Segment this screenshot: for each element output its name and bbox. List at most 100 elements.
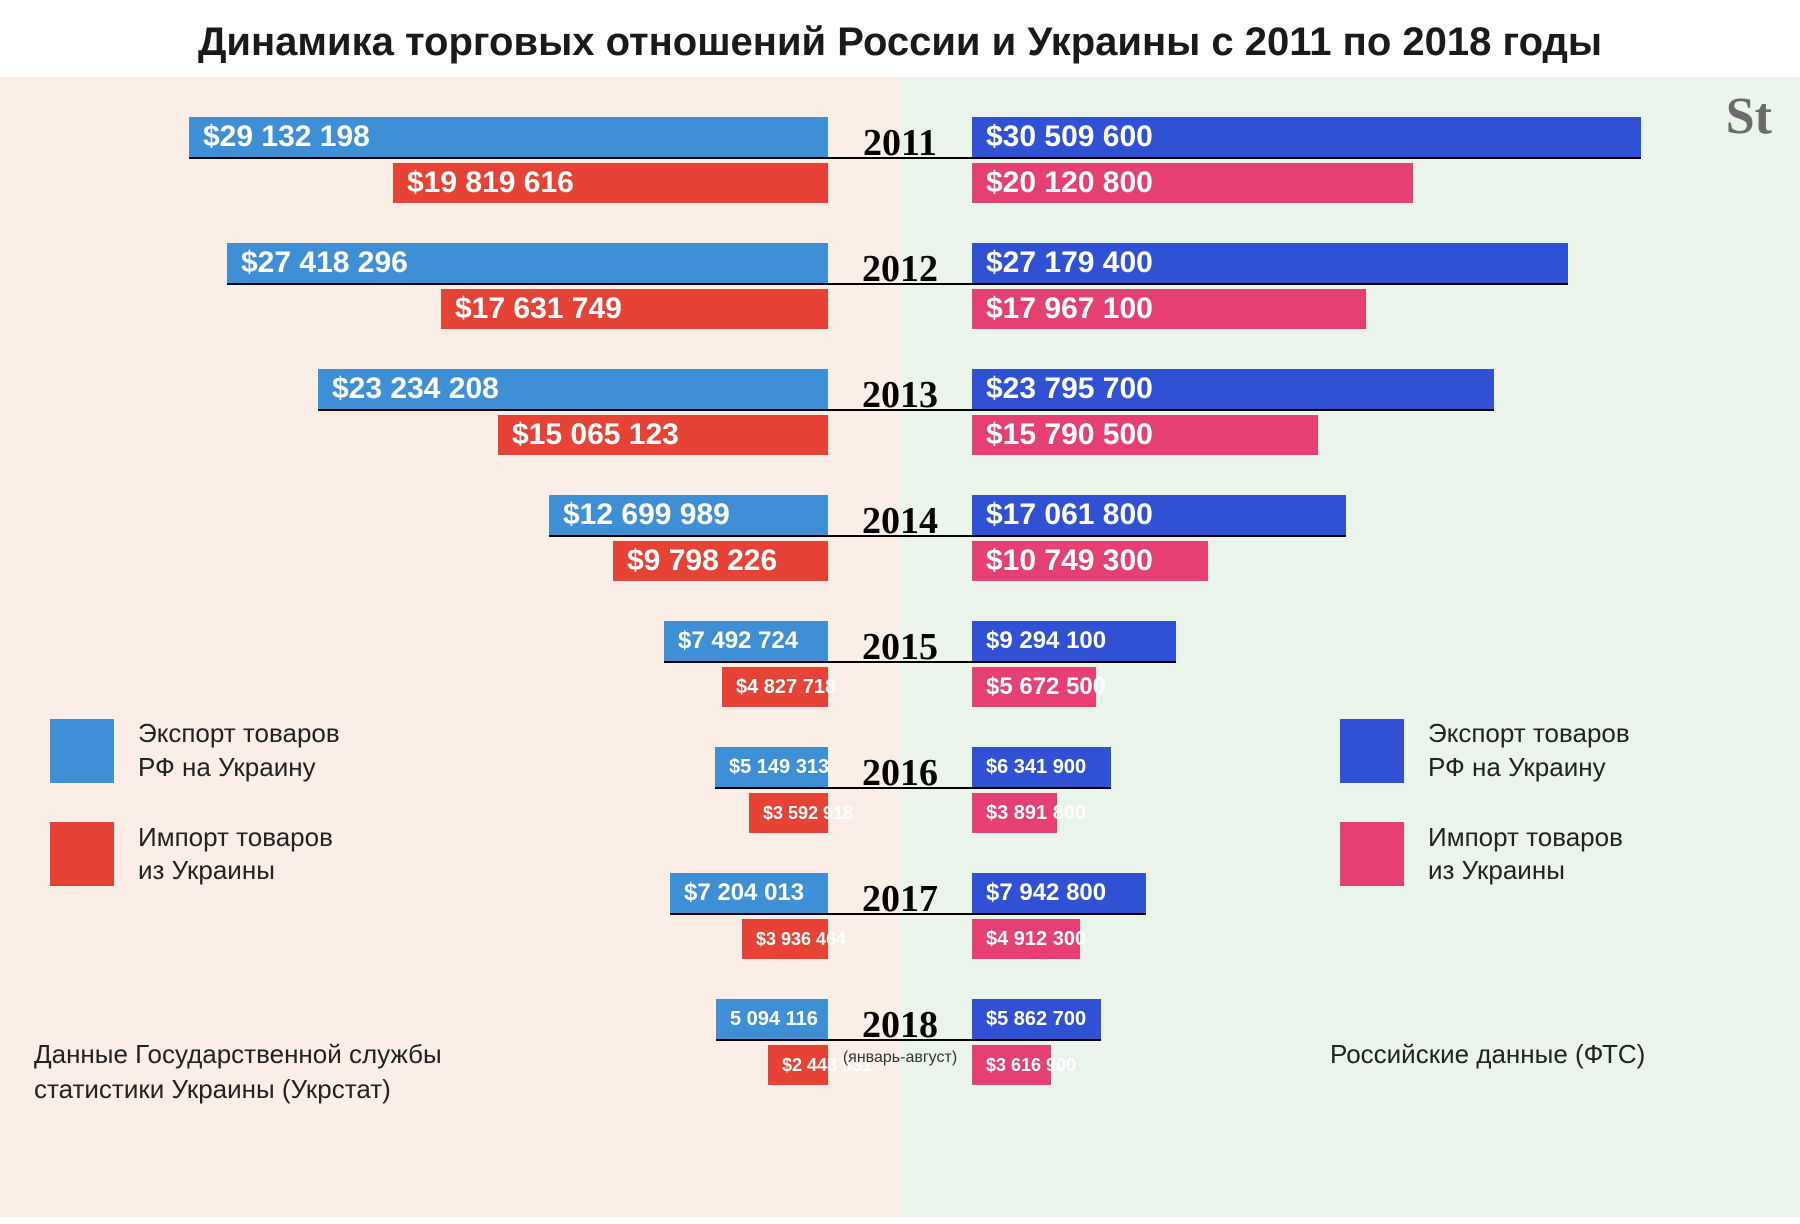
right-export-bar: $7 942 800 [972,873,1146,913]
right-import-bar: $4 912 300 [972,919,1080,959]
right-import-value: $3 616 900 [986,1055,1076,1076]
right-import-value: $5 672 500 [986,673,1106,701]
right-half: $30 509 600 $20 120 800 [900,117,1800,203]
year-label: 2015 [862,625,938,669]
left-import-value: $3 936 464 [756,929,846,950]
right-half: $17 061 800 $10 749 300 [900,495,1800,581]
left-export-value: $7 492 724 [678,627,798,655]
right-import-bar: $20 120 800 [972,163,1413,203]
source-left: Данные Государственной службыстатистики … [34,1037,442,1107]
right-export-value: $6 341 900 [986,756,1086,779]
right-export-value: $5 862 700 [986,1008,1086,1031]
year-rows-container: 2011 $29 132 198 $19 819 616 $30 509 600 $20… [0,117,1800,1125]
right-export-bar: $5 862 700 [972,999,1101,1039]
left-import-value: $9 798 226 [627,544,777,578]
legend-text-export: Экспорт товаровРФ на Украину [138,717,340,785]
left-import-bar: $9 798 226 [613,541,828,581]
right-export-bar: $27 179 400 [972,243,1568,283]
left-import-value: $17 631 749 [455,292,622,326]
right-import-bar: $3 616 900 [972,1045,1051,1085]
right-half: $27 179 400 $17 967 100 [900,243,1800,329]
right-export-value: $17 061 800 [986,498,1153,532]
left-half: $23 234 208 $15 065 123 [0,369,900,455]
left-export-value: 5 094 116 [730,1008,818,1031]
left-half: $7 492 724 $4 827 718 [0,621,900,707]
legend-text-import: Импорт товаровиз Украины [138,821,333,889]
left-export-bar: $7 492 724 [664,621,828,661]
year-divider-line [549,535,1346,537]
left-export-bar: $7 204 013 [670,873,828,913]
chart-title: Динамика торговых отношений России и Укр… [0,0,1800,77]
legend-swatch-import [1340,822,1404,886]
legend-text-import: Импорт товаровиз Украины [1428,821,1623,889]
right-half: $23 795 700 $15 790 500 [900,369,1800,455]
right-import-value: $10 749 300 [986,544,1153,578]
year-label: 2018 [843,1003,957,1047]
legend-swatch-import [50,822,114,886]
left-export-value: $27 418 296 [241,246,408,280]
left-import-value: $3 592 918 [763,803,853,824]
left-export-bar: $29 132 198 [189,117,828,157]
left-export-value: $12 699 989 [563,498,730,532]
year-label: 2011 [863,121,937,165]
left-import-bar: $4 827 718 [722,667,828,707]
left-export-bar: $12 699 989 [549,495,828,535]
year-row-2014: 2014 $12 699 989 $9 798 226 $17 061 800 $10 … [0,495,1800,581]
year-note: (январь-август) [843,1049,957,1067]
left-half: $27 418 296 $17 631 749 [0,243,900,329]
year-row-2011: 2011 $29 132 198 $19 819 616 $30 509 600 $20… [0,117,1800,203]
left-export-value: $23 234 208 [332,372,499,406]
left-export-bar: $5 149 313 [715,747,828,787]
left-import-value: $15 065 123 [512,418,679,452]
legend-item-export: Экспорт товаровРФ на Украину [1340,717,1630,785]
right-import-bar: $3 891 800 [972,793,1057,833]
source-right: Российские данные (ФТС) [1330,1037,1645,1072]
year-row-2012: 2012 $27 418 296 $17 631 749 $27 179 400 $17… [0,243,1800,329]
legend-item-export: Экспорт товаровРФ на Украину [50,717,340,785]
right-half: $9 294 100 $5 672 500 [900,621,1800,707]
legend-item-import: Импорт товаровиз Украины [50,821,340,889]
left-export-bar: 5 094 116 [716,999,828,1039]
legend-swatch-export [1340,719,1404,783]
year-label: 2016 [862,751,938,795]
left-export-value: $5 149 313 [729,756,829,779]
year-label: 2012 [862,247,938,291]
left-export-bar: $23 234 208 [318,369,828,409]
right-import-value: $4 912 300 [986,928,1086,951]
right-import-value: $20 120 800 [986,166,1153,200]
left-import-bar: $3 592 918 [749,793,828,833]
right-export-value: $9 294 100 [986,627,1106,655]
legend-text-export: Экспорт товаровРФ на Украину [1428,717,1630,785]
right-import-bar: $10 749 300 [972,541,1208,581]
left-import-value: $19 819 616 [407,166,574,200]
right-import-bar: $5 672 500 [972,667,1096,707]
legend-left: Экспорт товаровРФ на Украину Импорт товар… [50,717,340,888]
right-import-bar: $15 790 500 [972,415,1318,455]
right-export-value: $7 942 800 [986,879,1106,907]
right-export-bar: $17 061 800 [972,495,1346,535]
right-export-bar: $23 795 700 [972,369,1494,409]
chart-area: St 2011$29 132 198$19 819 616$30 509 600… [0,77,1800,1217]
legend-swatch-export [50,719,114,783]
legend-right: Экспорт товаровРФ на Украину Импорт товар… [1340,717,1630,888]
left-import-bar: $2 448 531 [768,1045,828,1085]
left-import-bar: $19 819 616 [393,163,828,203]
right-export-bar: $9 294 100 [972,621,1176,661]
left-half: $29 132 198 $19 819 616 [0,117,900,203]
right-export-bar: $6 341 900 [972,747,1111,787]
left-export-value: $29 132 198 [203,120,370,154]
left-import-bar: $3 936 464 [742,919,828,959]
right-export-value: $30 509 600 [986,120,1153,154]
right-import-value: $3 891 800 [986,802,1086,825]
left-export-value: $7 204 013 [684,879,804,907]
year-row-2015: 2015 $7 492 724 $4 827 718 $9 294 100 $5 672… [0,621,1800,707]
year-label: 2013 [862,373,938,417]
left-import-value: $4 827 718 [736,676,836,699]
right-import-value: $15 790 500 [986,418,1153,452]
left-export-bar: $27 418 296 [227,243,828,283]
year-label: 2017 [862,877,938,921]
right-import-bar: $17 967 100 [972,289,1366,329]
right-import-value: $17 967 100 [986,292,1153,326]
left-half: $12 699 989 $9 798 226 [0,495,900,581]
year-label: 2014 [862,499,938,543]
